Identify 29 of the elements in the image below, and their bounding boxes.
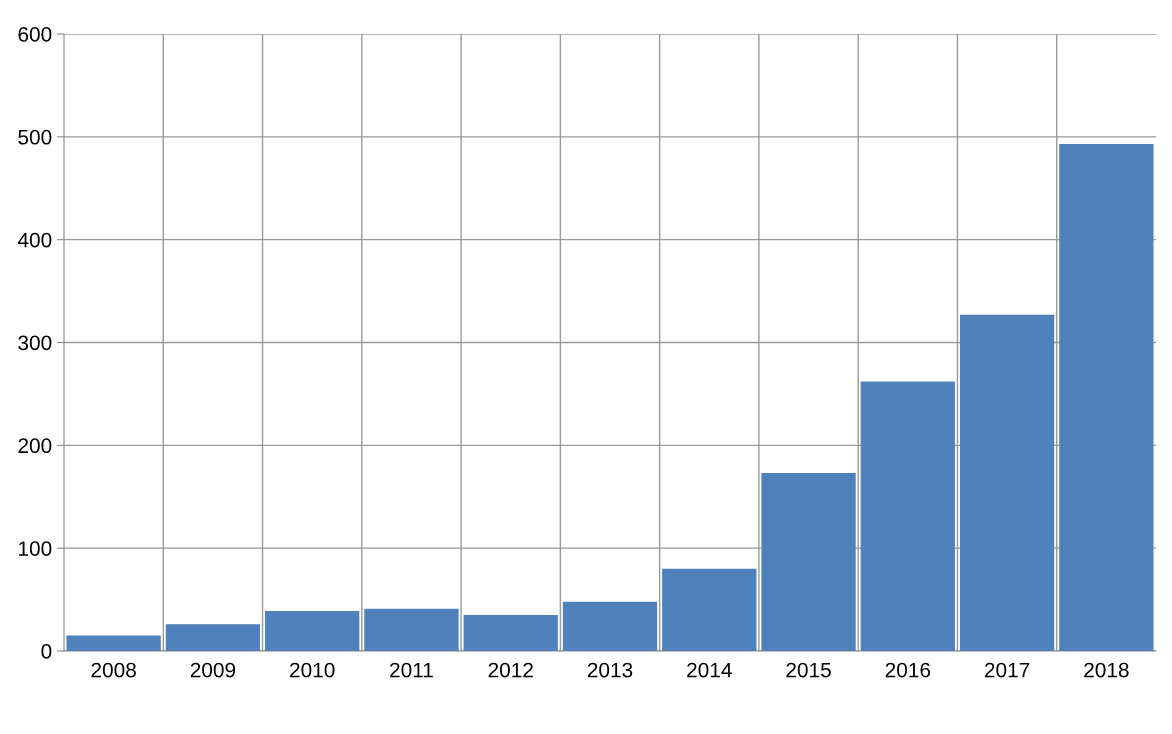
x-tick-label: 2010 [290, 662, 335, 678]
x-tick-label: 2018 [1084, 662, 1129, 678]
x-tick-label: 2014 [687, 662, 732, 678]
x-tick-label: 2012 [488, 662, 533, 678]
y-tick-label: 200 [18, 438, 52, 454]
bar [364, 608, 459, 651]
y-tick-label: 400 [17, 232, 52, 248]
bar [860, 381, 955, 651]
bar [265, 610, 360, 651]
y-tick-label: 300 [18, 335, 52, 351]
x-tick-label: 2016 [885, 662, 931, 678]
x-tick-label: 2008 [91, 662, 136, 678]
x-tick-label: 2013 [587, 662, 633, 678]
x-tick-label: 2017 [984, 662, 1030, 678]
x-tick-label: 2009 [190, 662, 236, 678]
bar [165, 624, 261, 651]
y-tick-label: 600 [18, 27, 52, 42]
bar [463, 615, 558, 651]
x-tick-label: 2015 [786, 662, 831, 678]
y-tick-label: 100 [19, 541, 52, 556]
bar [662, 568, 757, 651]
y-tick-label: 500 [18, 129, 52, 145]
x-tick-label: 2011 [390, 662, 433, 678]
bar [66, 635, 161, 651]
bar [761, 473, 856, 651]
bar [1059, 144, 1154, 651]
bar [562, 601, 658, 651]
bar [959, 314, 1055, 651]
y-tick-label: 0 [41, 644, 52, 659]
